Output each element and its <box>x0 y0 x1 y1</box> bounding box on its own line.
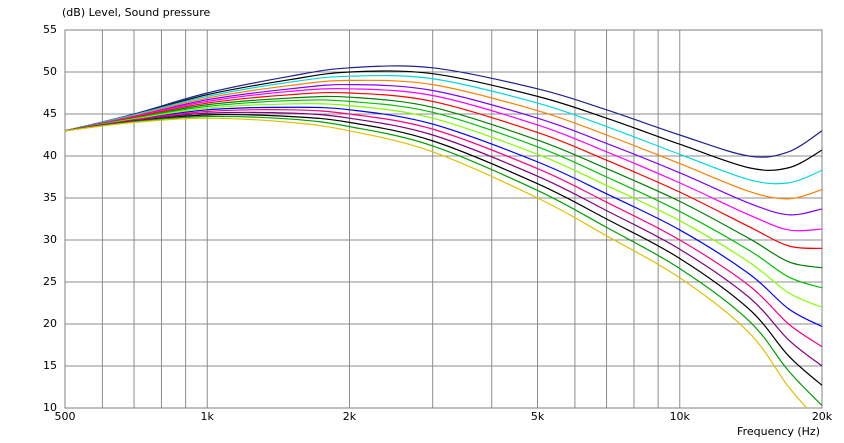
series-line <box>65 115 822 406</box>
x-tick-label: 2k <box>343 410 357 423</box>
series-line <box>65 65 822 158</box>
y-tick-label: 45 <box>43 107 57 120</box>
x-tick-label: 5k <box>531 410 545 423</box>
series-line <box>65 99 822 289</box>
series-line <box>65 106 822 328</box>
series-line <box>65 103 822 308</box>
series-line <box>65 70 822 171</box>
y-tick-label: 25 <box>43 275 57 288</box>
y-tick-label: 20 <box>43 317 57 330</box>
series-line <box>65 95 822 269</box>
plot-border <box>64 29 823 409</box>
y-tick-label: 15 <box>43 359 57 372</box>
y-tick-label: 30 <box>43 233 57 246</box>
y-tick-label: 10 <box>43 401 57 414</box>
series-line <box>65 83 822 216</box>
y-axis-label: (dB) Level, Sound pressure <box>62 6 211 19</box>
series-line <box>65 117 808 408</box>
x-tick-label: 500 <box>55 410 76 423</box>
y-tick-label: 40 <box>43 149 57 162</box>
series-line <box>65 109 822 348</box>
x-tick-label: 20k <box>812 410 833 423</box>
x-tick-label: 1k <box>201 410 215 423</box>
series-line <box>65 111 822 367</box>
y-tick-label: 50 <box>43 65 57 78</box>
series-line <box>65 74 822 185</box>
series-line <box>65 88 822 232</box>
series-line <box>65 113 822 386</box>
x-axis-label: Frequency (Hz) <box>737 425 820 438</box>
series-line <box>65 91 822 249</box>
series-line <box>65 79 822 200</box>
series-group <box>65 65 822 408</box>
x-tick-label: 10k <box>670 410 691 423</box>
y-tick-label: 35 <box>43 191 57 204</box>
y-tick-label: 55 <box>43 23 57 36</box>
